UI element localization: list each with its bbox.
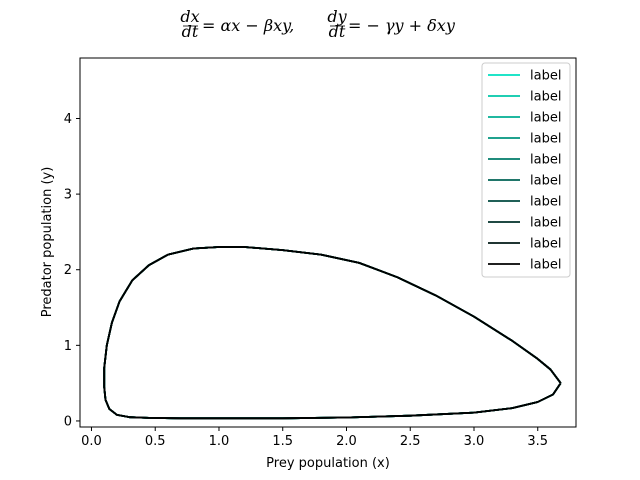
x-axis-label: Prey population (x) bbox=[266, 456, 390, 471]
legend-label-9: label bbox=[530, 237, 561, 252]
x-tick-label: 3.0 bbox=[464, 434, 485, 449]
legend-label-6: label bbox=[530, 174, 561, 189]
legend-label-4: label bbox=[530, 132, 561, 147]
title-frac2-num: dy bbox=[327, 7, 347, 26]
title-frac2-den: dt bbox=[329, 22, 346, 41]
y-tick-label: 2 bbox=[64, 263, 72, 278]
x-tick-label: 2.5 bbox=[400, 434, 421, 449]
y-axis-label: Predator population (y) bbox=[40, 167, 55, 318]
title-eq2: = − γy + δxy bbox=[348, 16, 456, 35]
legend-label-10: label bbox=[530, 258, 561, 273]
y-tick-label: 0 bbox=[64, 414, 72, 429]
y-tick-label: 3 bbox=[64, 188, 72, 203]
y-tick-label: 4 bbox=[64, 112, 72, 127]
x-tick-label: 0.0 bbox=[81, 434, 102, 449]
title-frac1-den: dt bbox=[182, 22, 199, 41]
x-tick-label: 2.0 bbox=[336, 434, 357, 449]
legend-label-7: label bbox=[530, 195, 561, 210]
title-eq1: = αx − βxy, bbox=[202, 16, 294, 35]
y-axis-ticks: 0 1 2 3 4 bbox=[64, 112, 80, 429]
title-frac1-num: dx bbox=[180, 7, 199, 26]
legend-label-5: label bbox=[530, 153, 561, 168]
legend-label-2: label bbox=[530, 90, 561, 105]
x-tick-label: 1.5 bbox=[272, 434, 293, 449]
series-line-10 bbox=[103, 246, 562, 420]
x-tick-label: 3.5 bbox=[527, 434, 548, 449]
legend-label-8: label bbox=[530, 216, 561, 231]
legend: label label label label label label label label… bbox=[481, 62, 571, 278]
x-tick-label: 0.5 bbox=[145, 434, 166, 449]
x-axis-ticks: 0.0 0.5 1.0 1.5 2.0 2.5 3.0 3.5 bbox=[81, 427, 548, 449]
legend-label-1: label bbox=[530, 69, 561, 84]
legend-items: label label label label label label label label… bbox=[488, 69, 561, 273]
legend-label-3: label bbox=[530, 111, 561, 126]
y-tick-label: 1 bbox=[64, 339, 72, 354]
x-tick-label: 1.0 bbox=[209, 434, 230, 449]
chart-title: dx dt = αx − βxy, dy dt = − γy + δxy bbox=[180, 7, 455, 41]
series-group bbox=[103, 246, 562, 420]
